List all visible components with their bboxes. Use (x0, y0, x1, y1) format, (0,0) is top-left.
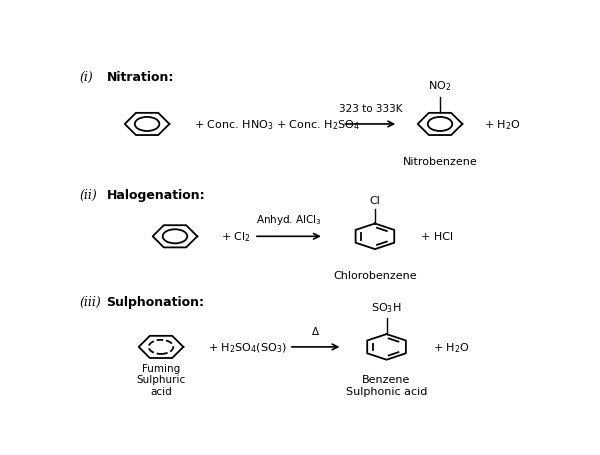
Text: + HCl: + HCl (421, 232, 454, 242)
Text: (ii): (ii) (80, 188, 97, 201)
Text: Halogenation:: Halogenation: (107, 188, 205, 201)
Text: (i): (i) (80, 71, 94, 84)
Text: + H$_2$SO$_4$(SO$_3$): + H$_2$SO$_4$(SO$_3$) (208, 340, 286, 354)
Text: SO$_3$H: SO$_3$H (371, 300, 402, 314)
Text: Cl: Cl (370, 195, 380, 205)
Text: Δ: Δ (312, 327, 319, 337)
Text: Fuming
Sulphuric
acid: Fuming Sulphuric acid (136, 363, 185, 396)
Text: Sulphonation:: Sulphonation: (107, 295, 205, 308)
Text: + Cl$_2$: + Cl$_2$ (221, 230, 251, 244)
Text: + Conc. HNO$_3$ + Conc. H$_2$SO$_4$: + Conc. HNO$_3$ + Conc. H$_2$SO$_4$ (194, 118, 359, 131)
Text: Nitration:: Nitration: (107, 71, 174, 84)
Text: Chlorobenzene: Chlorobenzene (333, 271, 417, 281)
Text: + H$_2$O: + H$_2$O (433, 340, 470, 354)
Text: (iii): (iii) (80, 295, 101, 308)
Text: Benzene
Sulphonic acid: Benzene Sulphonic acid (346, 374, 427, 396)
Text: 323 to 333K: 323 to 333K (338, 104, 402, 114)
Text: NO$_2$: NO$_2$ (428, 79, 452, 93)
Text: + H$_2$O: + H$_2$O (484, 118, 521, 131)
Text: Anhyd. AlCl$_3$: Anhyd. AlCl$_3$ (256, 212, 322, 226)
Text: Nitrobenzene: Nitrobenzene (403, 157, 478, 167)
